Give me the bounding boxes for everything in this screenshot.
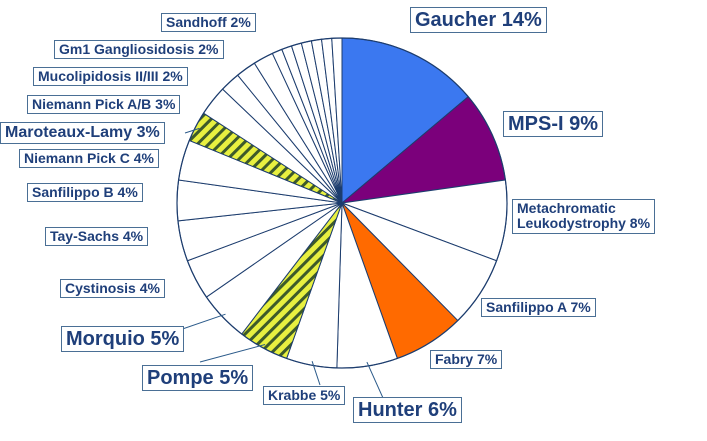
slice-label-fabry: Fabry 7% [430, 350, 503, 370]
leader-line-6 [311, 361, 321, 386]
slice-label-niemann-pick-ab: Niemann Pick A/B 3% [27, 95, 181, 115]
slice-label-krabbe: Krabbe 5% [263, 386, 346, 406]
slice-label-gaucher: Gaucher 14% [410, 7, 547, 33]
leader-line-13 [184, 127, 200, 134]
slice-label-tay-sachs: Tay-Sachs 4% [45, 227, 149, 247]
pie-slices [176, 37, 508, 369]
slice-label-sandhoff: Sandhoff 2% [161, 13, 256, 33]
slice-label-sanfilippo-a: Sanfilippo A 7% [481, 298, 596, 318]
slice-label-cystinosis: Cystinosis 4% [60, 279, 165, 299]
slice-label-hunter: Hunter 6% [353, 397, 462, 423]
leader-line-7 [199, 344, 266, 363]
slice-label-morquio: Morquio 5% [61, 326, 185, 352]
slice-label-sanfilippo-b: Sanfilippo B 4% [27, 183, 143, 203]
slice-label-mps-i: MPS-I 9% [503, 111, 604, 137]
leader-line-5 [366, 361, 384, 399]
slice-label-maroteaux-lamy: Maroteaux-Lamy 3% [0, 122, 165, 144]
pie-outline [176, 37, 508, 369]
slice-label-mucolipidosis: Mucolipidosis II/III 2% [33, 67, 188, 87]
slice-label-pompe: Pompe 5% [142, 365, 254, 391]
slice-label-metachromatic: Metachromatic Leukodystrophy 8% [512, 199, 656, 234]
slice-label-niemann-pick-c: Niemann Pick C 4% [19, 149, 159, 169]
slice-label-gm1-gangliosidosis: Gm1 Gangliosidosis 2% [54, 40, 224, 60]
